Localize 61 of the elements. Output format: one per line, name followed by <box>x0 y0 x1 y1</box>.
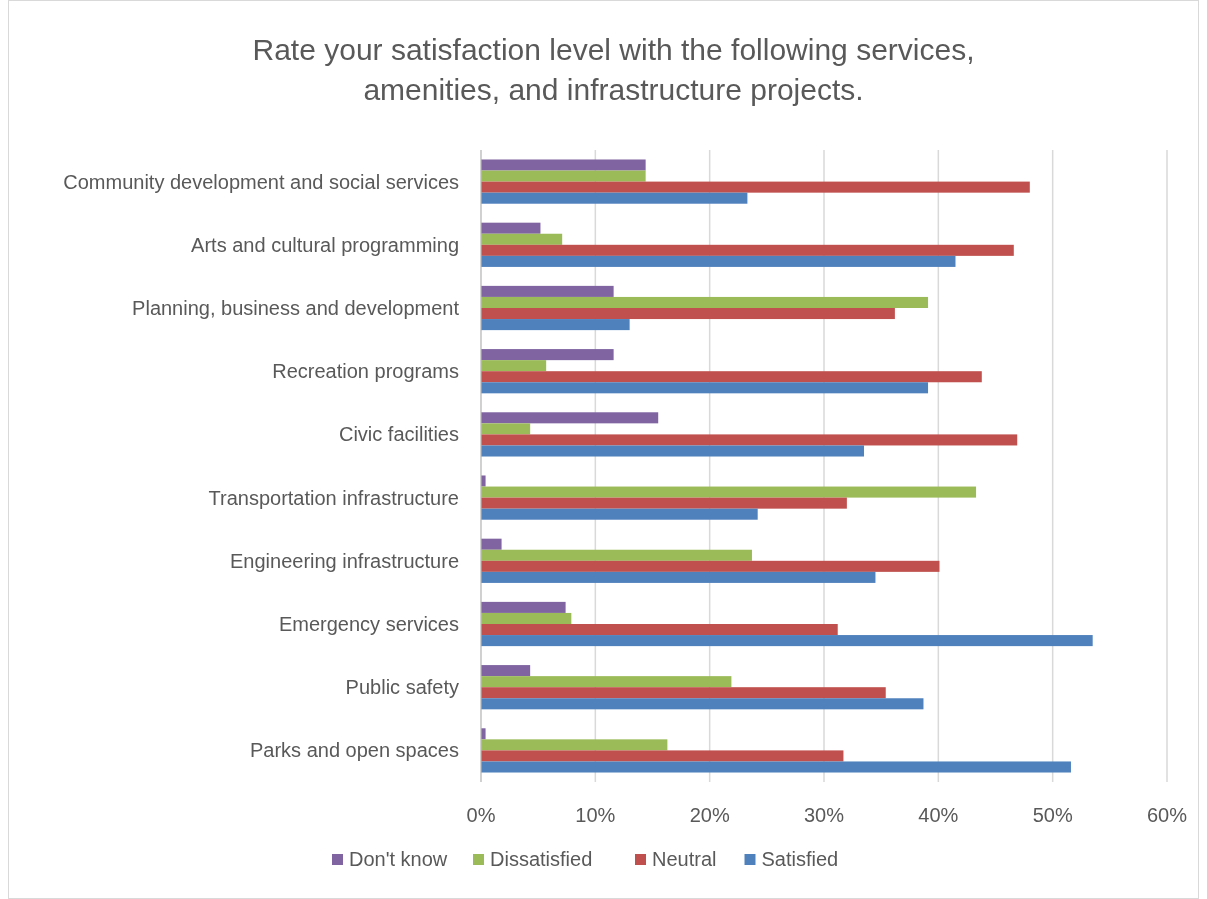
bar <box>481 434 1018 446</box>
bar <box>481 475 486 487</box>
y-tick-label: Planning, business and development <box>132 297 460 319</box>
bar <box>481 382 929 394</box>
bar <box>481 360 547 372</box>
bar <box>481 739 668 751</box>
y-tick-label: Public safety <box>345 676 459 699</box>
bar <box>481 319 630 331</box>
x-tick-label: 0% <box>466 804 496 826</box>
x-tick-label: 60% <box>1146 804 1188 826</box>
x-tick-label: 20% <box>689 804 730 826</box>
bar <box>481 698 924 710</box>
x-tick-label: 30% <box>803 804 845 826</box>
bar <box>481 371 982 383</box>
y-tick-label: Recreation programs <box>272 360 459 383</box>
x-tick-label: 40% <box>918 804 959 826</box>
bar <box>481 181 1030 193</box>
bar <box>481 549 752 561</box>
bar <box>481 308 895 320</box>
legend-label: Neutral <box>652 848 717 870</box>
bar <box>481 445 865 457</box>
bar <box>481 624 838 636</box>
y-tick-label: Transportation infrastructure <box>208 486 459 509</box>
bar <box>481 255 956 267</box>
bar <box>481 538 502 550</box>
x-tick-label: 50% <box>1032 804 1073 826</box>
bar <box>481 222 541 234</box>
bar <box>481 560 940 572</box>
bar <box>481 612 572 624</box>
bar <box>481 508 758 520</box>
y-tick-label: Community development and social services <box>63 170 459 193</box>
bar <box>481 244 1014 256</box>
bar <box>481 412 659 424</box>
legend-label: Satisfied <box>761 848 839 870</box>
bar <box>481 761 1071 773</box>
y-tick-label: Engineering infrastructure <box>229 549 459 572</box>
bar <box>481 497 847 509</box>
y-tick-label: Arts and cultural programming <box>191 233 459 256</box>
x-tick-label: 10% <box>575 804 616 826</box>
bar <box>481 349 614 361</box>
bar <box>481 676 732 688</box>
bar <box>481 665 531 677</box>
bar <box>481 159 646 171</box>
legend-label: Don't know <box>349 848 448 870</box>
bar <box>481 486 977 498</box>
bar <box>481 192 748 204</box>
bar <box>481 296 929 308</box>
bar <box>481 635 1093 647</box>
bar <box>481 571 876 583</box>
bar <box>481 233 563 245</box>
y-tick-label: Parks and open spaces <box>249 739 459 762</box>
y-tick-label: Civic facilities <box>338 423 459 446</box>
chart-title: Rate your satisfaction level with the following services, amenities, and infrastructure projects. <box>252 33 975 106</box>
bar <box>481 687 886 699</box>
bar <box>481 285 614 297</box>
y-tick-label: Emergency services <box>278 613 459 635</box>
bar <box>481 750 844 762</box>
legend-label: Dissatisfied <box>490 848 593 870</box>
bar <box>481 170 646 182</box>
bar <box>481 601 566 613</box>
bar <box>481 423 531 435</box>
